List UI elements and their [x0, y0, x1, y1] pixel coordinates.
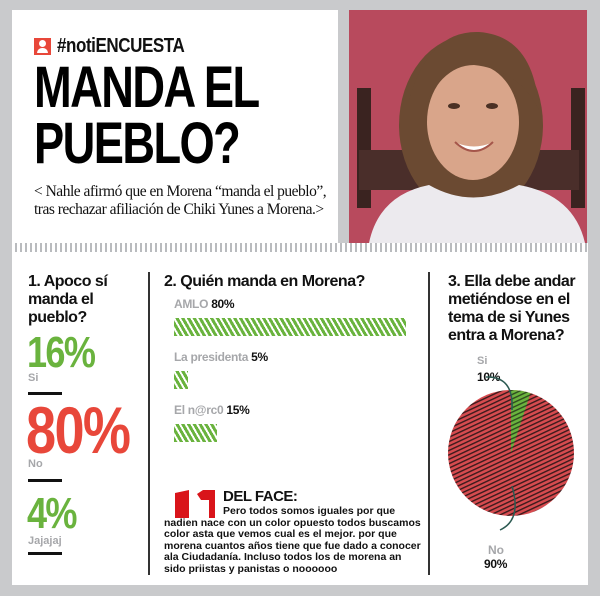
subtitle: < Nahle afirmó que en Morena “manda el p… — [34, 183, 327, 218]
bar-presidenta — [174, 371, 188, 389]
quote-icon — [175, 490, 215, 518]
divider-strip — [12, 243, 588, 254]
answer-si-label: Si — [28, 372, 39, 384]
section-tag: #notiENCUESTA — [34, 35, 207, 58]
rule-1 — [28, 392, 62, 395]
question-1-title: 1. Apoco sí manda el pueblo? — [28, 273, 108, 326]
pie-no-label: No — [488, 543, 504, 557]
tag-label: #notiENCUESTA — [57, 35, 185, 57]
leader-line-no — [499, 485, 516, 531]
header-panel — [12, 10, 338, 243]
pie-slice-si — [511, 390, 531, 453]
bar-amlo — [174, 318, 406, 336]
pie-no-value: 90% — [484, 557, 508, 571]
question-2-title: 2. Quién manda en Morena? — [164, 273, 365, 290]
user-icon — [34, 38, 51, 55]
answer-no-value: 80% — [26, 393, 131, 467]
bar-label-narco: El n@rc0 15% — [174, 403, 250, 417]
column-divider-1 — [148, 272, 150, 575]
answer-jajajaj-label: Jajajaj — [28, 535, 62, 547]
bar-narco — [174, 424, 217, 442]
comment-title: DEL FACE: — [223, 488, 298, 505]
answer-jajajaj-value: 4% — [27, 489, 77, 538]
portrait-photo — [349, 10, 587, 243]
headline-line-2: PUEBLO? — [34, 111, 241, 176]
question-3-title: 3. Ella debe andar metiéndose en el tema… — [448, 273, 576, 344]
answer-no-label: No — [28, 458, 43, 470]
pie-chart — [448, 376, 574, 531]
portrait-illustration — [349, 10, 587, 243]
answer-si-value: 16% — [27, 328, 96, 377]
bar-label-amlo: AMLO 80% — [174, 297, 235, 311]
column-divider-2 — [428, 272, 430, 575]
comment-body: Pero todos somos iguales por que nadien … — [164, 505, 421, 575]
rule-3 — [28, 552, 62, 555]
bar-label-presidenta: La presidenta 5% — [174, 350, 268, 364]
page-title: MANDA EL PUEBLO? — [34, 55, 260, 176]
pie-si-label: Si — [477, 355, 488, 367]
leader-line-si — [485, 376, 513, 411]
rule-2 — [28, 479, 62, 482]
headline-line-1: MANDA EL — [34, 55, 260, 120]
